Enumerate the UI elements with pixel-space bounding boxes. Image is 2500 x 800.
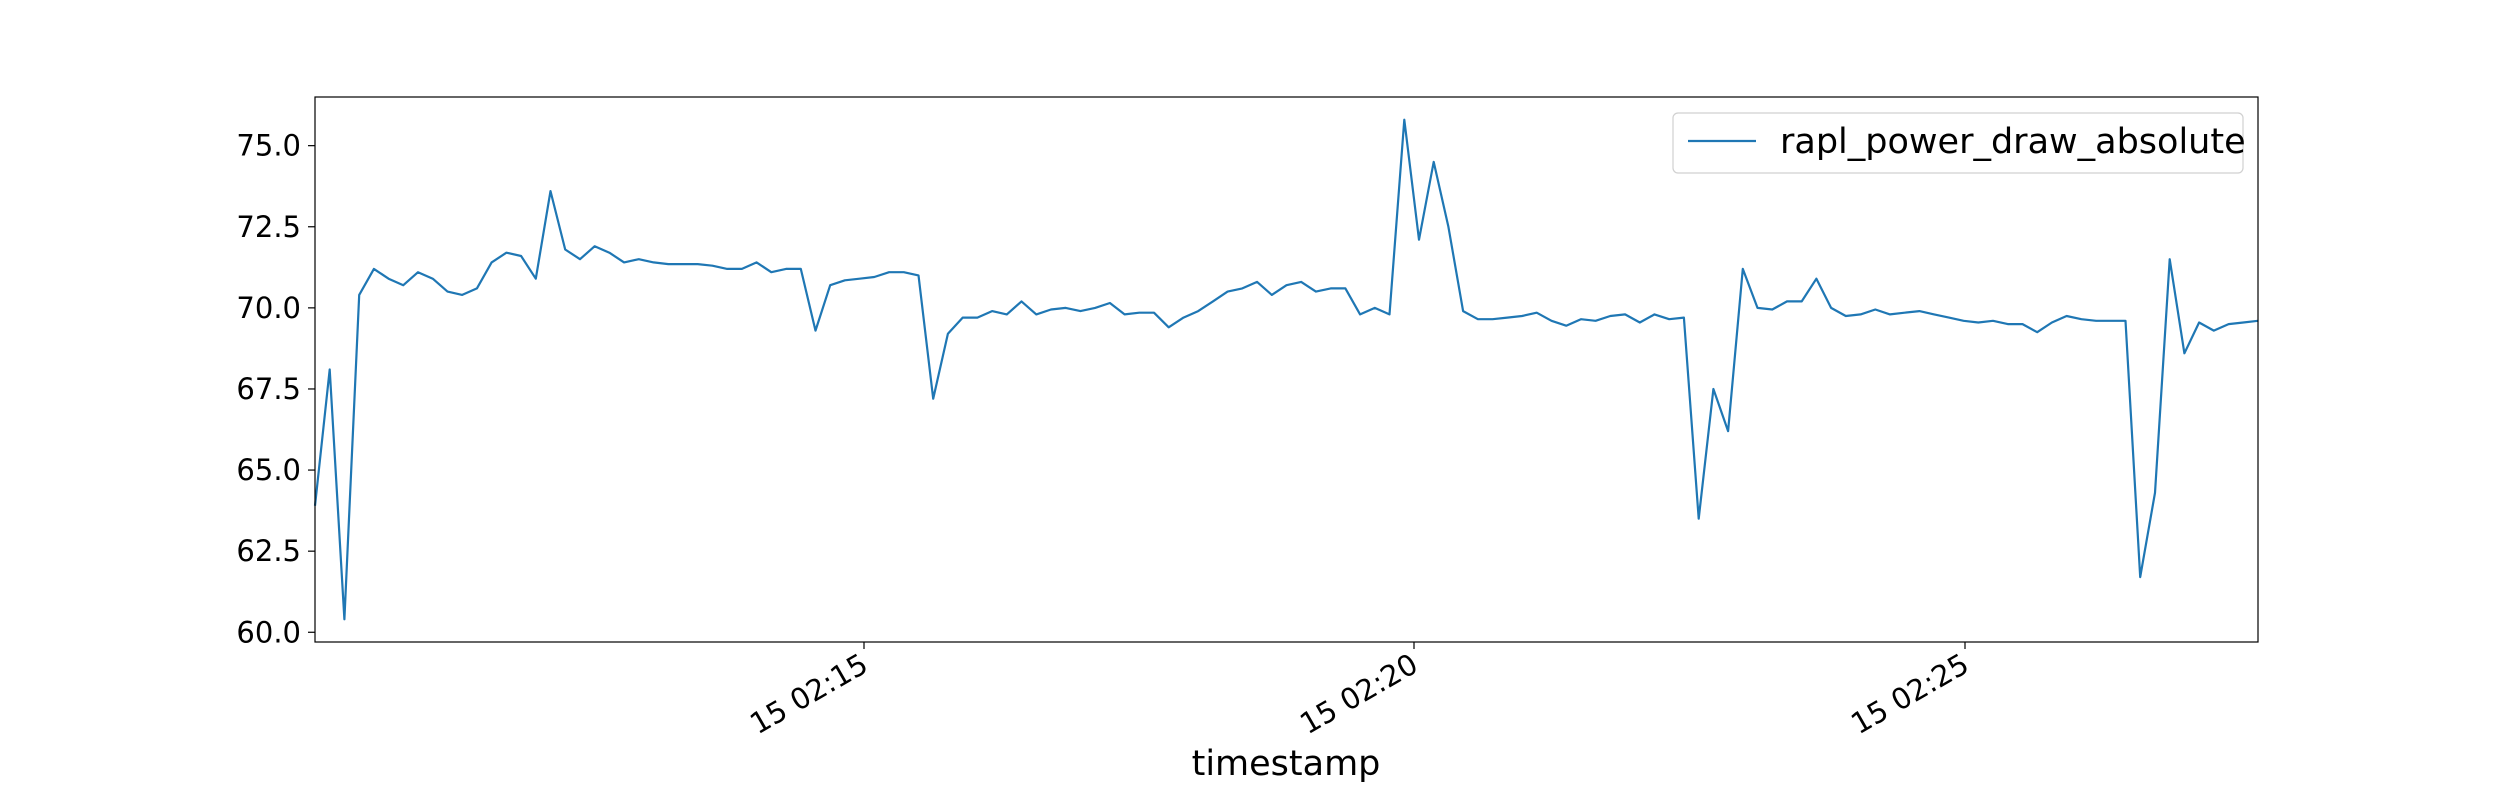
y-axis: 60.0 62.5 65.0 67.5 70.0 72.5 75.0: [236, 129, 315, 649]
plot-frame: [314, 96, 2259, 643]
x-tick-label: 15 02:15: [744, 647, 873, 741]
x-axis: 15 02:15 15 02:20 15 02:25: [744, 642, 1975, 741]
series-line: [313, 118, 2259, 621]
x-tick-label: 15 02:25: [1845, 647, 1974, 741]
y-tick-label: 60.0: [236, 615, 301, 649]
y-tick-label: 70.0: [236, 291, 301, 325]
legend: rapl_power_draw_absolute: [1672, 112, 2246, 174]
x-axis-label: timestamp: [1192, 744, 1381, 784]
legend-box: [1672, 112, 2244, 174]
legend-label: rapl_power_draw_absolute: [1780, 122, 2246, 162]
plot-area: [313, 118, 2259, 621]
y-tick-label: 62.5: [236, 534, 301, 568]
y-tick-label: 75.0: [236, 129, 301, 163]
y-tick-label: 65.0: [236, 453, 301, 487]
y-tick-label: 72.5: [236, 210, 301, 244]
x-tick-label: 15 02:20: [1294, 647, 1423, 741]
y-tick-label: 67.5: [236, 372, 301, 406]
